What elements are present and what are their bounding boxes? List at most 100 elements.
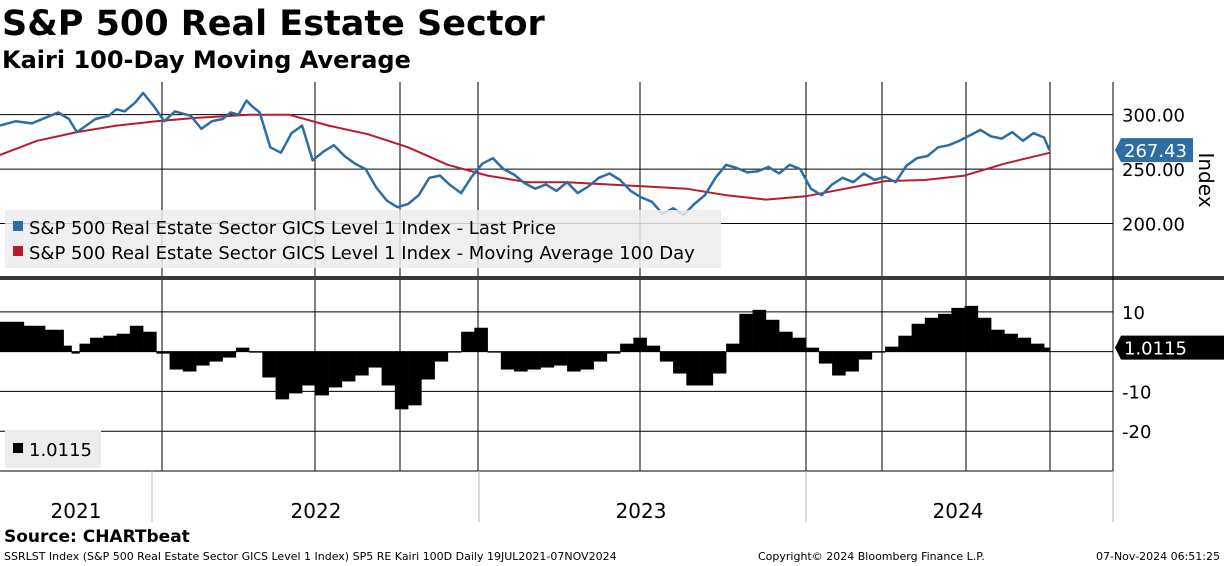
kairi-bar [686, 351, 700, 386]
kairi-bar [712, 351, 727, 374]
kairi-bar [673, 351, 687, 374]
kairi-bar [951, 307, 965, 352]
kairi-bar [368, 351, 382, 368]
last-price-tag-label: 267.43 [1124, 141, 1187, 162]
x-axis-year-label-2024: 2024 [933, 499, 984, 523]
x-axis-year-label-2023: 2023 [616, 499, 667, 523]
kairi-bar [235, 347, 250, 352]
kairi-bar [1004, 333, 1018, 352]
kairi-bar [752, 309, 767, 352]
kairi-bar [275, 351, 290, 400]
kairi-bar [79, 343, 91, 352]
kairi-bar [63, 345, 72, 352]
legend-kairi-label: 1.0115 [29, 440, 92, 461]
kairi-bar [765, 319, 780, 352]
kairi-bar [818, 351, 833, 364]
kairi-bar [858, 351, 873, 360]
legend-price-label: S&P 500 Real Estate Sector GICS Level 1 … [29, 218, 556, 239]
kairi-bar [315, 351, 329, 396]
kairi-bar [116, 333, 131, 352]
kairi-bar [739, 313, 753, 352]
panel-separator [0, 276, 1224, 280]
bottom-ytick-label-2: -20 [1122, 422, 1151, 443]
kairi-bar [911, 323, 926, 352]
kairi-bar [792, 337, 806, 352]
kairi-bar [394, 351, 409, 410]
footer-ticker-info: SSRLST Index (S&P 500 Real Estate Sector… [4, 550, 617, 563]
kairi-bar [938, 313, 952, 352]
kairi-bar [23, 325, 46, 352]
x-axis-year-label-2022: 2022 [291, 499, 342, 523]
kairi-bar [593, 351, 608, 362]
kairi-bar [1044, 347, 1050, 352]
kairi-bar [924, 317, 939, 352]
kairi-bar [222, 351, 237, 358]
chart-title: S&P 500 Real Estate Sector [2, 4, 545, 44]
kairi-bar [262, 351, 276, 378]
kairi-bar [355, 351, 369, 376]
source-note: Source: CHARTbeat [4, 527, 190, 547]
kairi-bar [964, 305, 979, 352]
legend-ma-label: S&P 500 Real Estate Sector GICS Level 1 … [29, 243, 695, 264]
kairi-bar [699, 351, 714, 386]
kairi-bar [832, 351, 846, 376]
kairi-bar [341, 351, 356, 382]
last-price-line [0, 91, 1051, 217]
top-legend-box [5, 210, 721, 268]
kairi-bar [434, 351, 449, 362]
kairi-bar [779, 331, 793, 352]
kairi-bar [196, 351, 210, 366]
footer-copyright: Copyright© 2024 Bloomberg Finance L.P. [758, 550, 985, 563]
kairi-bar [302, 351, 316, 386]
legend-price-swatch [13, 221, 23, 231]
kairi-bar [540, 351, 555, 368]
kairi-bar [580, 351, 594, 370]
moving-average-line [0, 113, 1050, 201]
kairi-bar [553, 351, 568, 366]
kairi-bar [328, 351, 343, 388]
kairi-bar [500, 351, 515, 370]
kairi-bar [1030, 343, 1045, 352]
kairi-bar [90, 337, 104, 352]
kairi-bar [143, 331, 157, 352]
footer-timestamp: 07-Nov-2024 06:51:25 [1095, 550, 1220, 563]
kairi-bar [209, 351, 223, 362]
kairi-bar [885, 346, 899, 352]
bottom-ytick-label-1: -10 [1122, 382, 1151, 403]
kairi-bar [845, 351, 859, 372]
last-kairi-tag [1115, 335, 1224, 360]
kairi-bar [726, 343, 740, 352]
kairi-bar [156, 351, 170, 354]
kairi-bar [527, 351, 541, 370]
legend-ma-swatch [13, 246, 23, 256]
kairi-bar [805, 347, 820, 352]
kairi-bar [103, 335, 117, 352]
kairi-bar [421, 351, 435, 380]
kairi-bar [977, 317, 992, 352]
kairi-bar [633, 337, 647, 352]
kairi-bar [646, 345, 661, 352]
kairi-bar [991, 329, 1005, 352]
kairi-bar [606, 351, 621, 354]
kairi-bar [474, 327, 488, 352]
top-ylabel: Index [1194, 152, 1218, 207]
kairi-bar [659, 351, 674, 362]
kairi-bar [129, 325, 144, 352]
top-ytick-label-1: 250.00 [1122, 160, 1185, 181]
kairi-bar [45, 329, 64, 352]
kairi-bar [169, 351, 184, 370]
kairi-bar [461, 331, 475, 352]
kairi-bar [408, 351, 422, 406]
last-price-tag [1115, 138, 1193, 163]
bottom-ytick-label-0: 10 [1122, 303, 1145, 324]
x-axis-year-label-2021: 2021 [51, 499, 102, 523]
legend-kairi-swatch [13, 443, 23, 453]
top-ytick-label-2: 300.00 [1122, 106, 1185, 127]
kairi-bar [514, 351, 528, 372]
kairi-bar [620, 343, 634, 352]
kairi-bar [288, 351, 303, 394]
top-ytick-label-0: 200.00 [1122, 215, 1185, 236]
kairi-bar [381, 351, 396, 386]
chart-subtitle: Kairi 100-Day Moving Average [2, 46, 411, 74]
